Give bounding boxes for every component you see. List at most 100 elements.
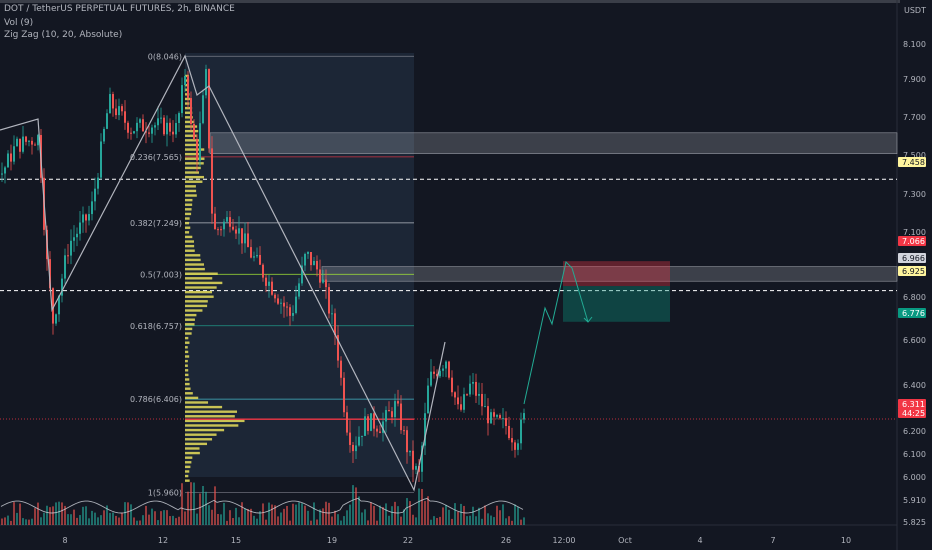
volume-bar (427, 496, 429, 525)
volume-bar (64, 505, 66, 525)
volume-bar (259, 511, 261, 525)
volume-bar (25, 519, 27, 525)
time-tick-label: 22 (403, 536, 413, 545)
candle-body (322, 279, 324, 283)
volume-bar (499, 510, 501, 525)
volume-bar (460, 503, 462, 525)
volume-profile-bar (185, 290, 213, 294)
volume-bar (382, 507, 384, 525)
candle-body (229, 217, 231, 227)
volume-bar (109, 512, 111, 525)
volume-bar (157, 520, 159, 525)
volume-bar (310, 520, 312, 525)
candle-body (154, 125, 156, 128)
volume-bar (286, 505, 288, 525)
volume-bar (409, 501, 411, 525)
volume-bar (448, 509, 450, 525)
candle-body (295, 296, 297, 314)
candle-body (82, 214, 84, 223)
volume-bar (301, 503, 303, 525)
candle-body (214, 213, 216, 230)
candle-body (334, 313, 336, 336)
candle-body (349, 432, 351, 445)
volume-bar (184, 511, 186, 525)
time-tick-label: 12 (158, 536, 168, 545)
volume-bar (145, 505, 147, 525)
volume-bar (487, 513, 489, 525)
volume-profile-bar (185, 428, 225, 432)
volume-bar (34, 508, 36, 525)
volume-profile-bar (185, 410, 238, 413)
candle-body (415, 466, 417, 470)
zigzag-indicator-label[interactable]: Zig Zag (10, 20, Absolute) (4, 30, 123, 40)
candle-body (487, 406, 489, 424)
volume-profile-bar (185, 106, 193, 110)
candle-body (25, 136, 27, 142)
candle-body (286, 306, 288, 308)
volume-profile-bar (185, 194, 197, 197)
candle-body (172, 131, 174, 135)
volume-profile-bar (185, 424, 239, 427)
candle-body (400, 403, 402, 431)
candle-body (115, 108, 117, 116)
candle-body (499, 415, 501, 419)
projection-arrowhead (583, 316, 593, 323)
candle-body (256, 255, 258, 257)
volume-bar (244, 508, 246, 525)
price-tick-label: 7.700 (903, 113, 926, 122)
volume-profile-bar (185, 143, 200, 147)
candle-body (10, 153, 12, 162)
volume-bar (328, 502, 330, 525)
volume-bar (169, 516, 171, 525)
volume-bar (61, 502, 63, 525)
volume-profile-bar (185, 364, 188, 367)
candle-body (301, 265, 303, 284)
volume-bar (340, 520, 342, 525)
volume-bar (133, 517, 135, 525)
candle-body (238, 228, 240, 234)
volume-indicator-label[interactable]: Vol (9) (4, 18, 34, 28)
price-tick-label: 7.500 (903, 151, 926, 160)
volume-bar (172, 515, 174, 525)
volume-profile-bar (185, 175, 204, 179)
volume-profile-bar (185, 465, 191, 469)
volume-profile-bar (185, 263, 204, 266)
volume-bar (313, 502, 315, 525)
candle-body (91, 201, 93, 215)
volume-bar (265, 519, 267, 525)
candle-body (16, 138, 18, 147)
volume-bar (88, 518, 90, 525)
fib-level-label: 0(8.046) (148, 52, 182, 61)
volume-bar (514, 504, 516, 525)
candle-body (97, 177, 99, 189)
time-tick-label: 26 (501, 536, 511, 545)
volume-bar (100, 515, 102, 525)
volume-bar (502, 504, 504, 525)
volume-bar (325, 501, 327, 525)
volume-profile-bar (185, 355, 190, 358)
candle-body (133, 131, 135, 134)
volume-profile-bar (185, 134, 197, 137)
volume-profile-bar (185, 249, 195, 252)
price-tag-box (898, 157, 926, 167)
symbol-title[interactable]: DOT / TetherUS PERPETUAL FUTURES, 2h, BI… (4, 4, 235, 14)
candle-body (484, 406, 486, 408)
volume-bar (187, 491, 189, 525)
volume-bar (292, 503, 294, 525)
volume-profile-bar (185, 208, 192, 211)
candle-body (124, 111, 126, 123)
volume-profile-bar (185, 212, 192, 216)
volume-bar (391, 506, 393, 525)
candle-body (205, 69, 207, 96)
candle-body (211, 148, 213, 214)
volume-profile-bar (185, 97, 190, 101)
candle-body (502, 418, 504, 420)
candle-body (121, 106, 123, 112)
candle-body (370, 413, 372, 431)
candle-body (85, 214, 87, 221)
volume-bar (1, 518, 3, 525)
volume-profile-bar (185, 442, 208, 446)
volume-bar (106, 505, 108, 525)
candle-body (271, 281, 273, 295)
